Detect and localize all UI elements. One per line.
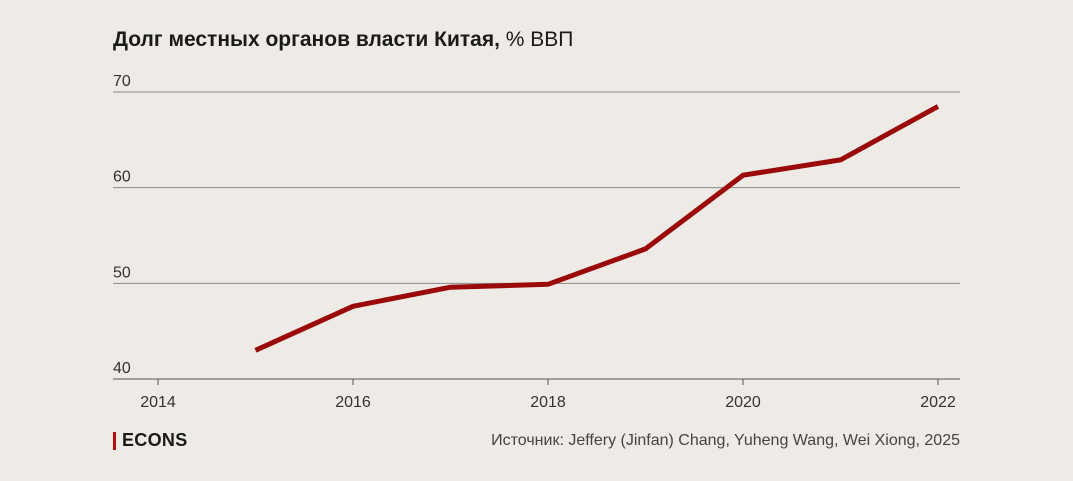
chart-title: Долг местных органов власти Китая, % ВВП xyxy=(113,28,573,52)
x-axis: 2014 2016 2018 2020 2022 xyxy=(113,378,960,411)
y-tick-label-70: 70 xyxy=(113,73,131,90)
y-tick-label-40: 40 xyxy=(113,360,131,377)
chart-title-unit: % ВВП xyxy=(499,28,574,51)
y-tick-label-60: 60 xyxy=(113,169,131,186)
series-group xyxy=(254,104,940,353)
logo-text: ECONS xyxy=(122,430,188,450)
econs-logo: ECONS xyxy=(113,430,188,451)
x-tick-label-2014: 2014 xyxy=(140,394,176,411)
x-tick-label-2018: 2018 xyxy=(530,394,566,411)
y-tick-label-50: 50 xyxy=(113,264,131,281)
y-tick-labels: 40 50 60 70 xyxy=(113,73,131,377)
gridlines xyxy=(113,91,960,284)
x-tick-label-2022: 2022 xyxy=(920,394,956,411)
logo-bar xyxy=(113,431,116,450)
chart-title-main: Долг местных органов власти Китая, xyxy=(113,28,500,51)
x-tick-label-2020: 2020 xyxy=(725,394,761,411)
source-note: Источник: Jeffery (Jinfan) Chang, Yuheng… xyxy=(491,432,960,449)
x-tick-label-2016: 2016 xyxy=(335,394,371,411)
series-line-0 xyxy=(254,104,940,353)
